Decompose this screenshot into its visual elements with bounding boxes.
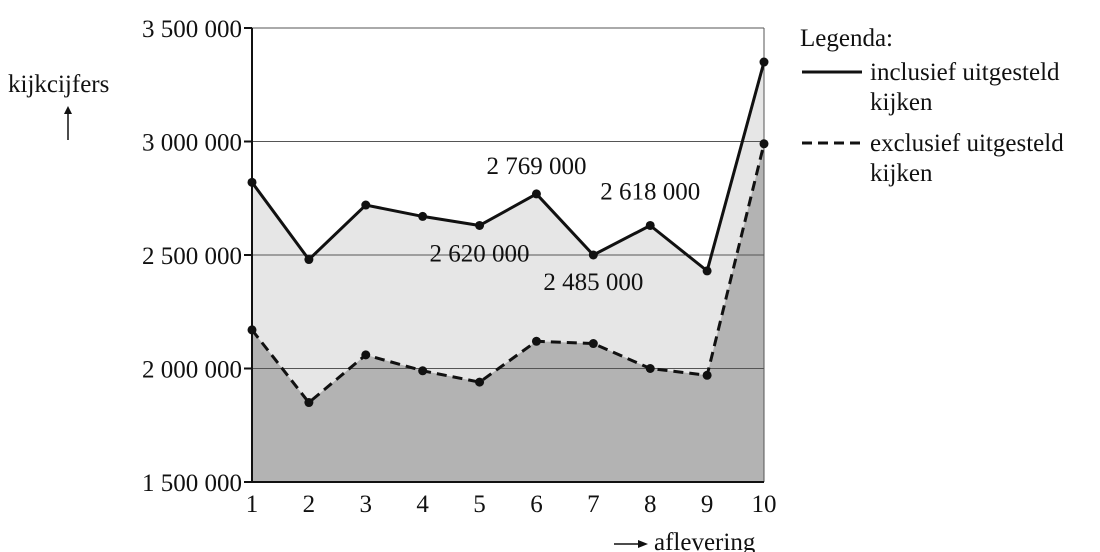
area-fills xyxy=(252,62,764,483)
point-exclusief-5 xyxy=(475,377,485,387)
x-tick-label-3: 3 xyxy=(360,491,373,518)
legend-entry-1-line2: kijken xyxy=(870,89,933,116)
series-line-exclusief xyxy=(250,143,766,405)
point-exclusief-10 xyxy=(759,139,769,149)
legend-entry-2-line2: kijken xyxy=(870,160,933,187)
data-label-0: 2 769 000 xyxy=(486,153,586,180)
annotations: 2 769 000 2 620 000 2 618 000 2 485 000 xyxy=(430,153,701,296)
axes xyxy=(244,27,764,483)
point-inclusief-1 xyxy=(247,177,257,187)
x-tick-label-10: 10 xyxy=(752,491,777,518)
series-lines xyxy=(250,61,766,405)
point-inclusief-3 xyxy=(361,200,371,210)
x-axis-title: aflevering xyxy=(654,529,756,552)
y-axis-arrow-icon xyxy=(64,106,72,114)
point-inclusief-9 xyxy=(702,266,712,276)
point-exclusief-6 xyxy=(531,336,541,346)
area-lower-fill xyxy=(252,143,764,482)
legend: Legenda: inclusief uitgesteld kijken exc… xyxy=(800,25,1064,187)
point-inclusief-5 xyxy=(475,220,485,230)
point-inclusief-10 xyxy=(759,57,769,67)
point-exclusief-7 xyxy=(588,339,598,349)
x-axis-arrow-icon xyxy=(638,540,648,548)
y-tick-label-3: 3 000 000 xyxy=(142,130,242,157)
y-tick-labels: 1 500 000 2 000 000 2 500 000 3 000 000 3 50… xyxy=(142,16,242,497)
point-inclusief-8 xyxy=(645,220,655,230)
y-axis-title: kijkcijfers xyxy=(8,71,109,98)
x-tick-label-5: 5 xyxy=(473,491,486,518)
y-tick-label-2: 2 500 000 xyxy=(142,243,242,270)
series-points xyxy=(247,57,769,408)
legend-entry-2-line1: exclusief uitgesteld xyxy=(870,130,1064,157)
x-tick-label-6: 6 xyxy=(530,491,543,518)
point-exclusief-1 xyxy=(247,325,257,335)
x-tick-label-2: 2 xyxy=(303,491,316,518)
x-tick-label-4: 4 xyxy=(416,491,429,518)
point-exclusief-2 xyxy=(304,398,314,408)
y-tick-label-0: 1 500 000 xyxy=(142,470,242,497)
point-exclusief-4 xyxy=(418,366,428,376)
data-label-3: 2 485 000 xyxy=(543,269,643,296)
point-inclusief-7 xyxy=(588,250,598,260)
series-line-inclusief xyxy=(250,61,766,273)
point-exclusief-8 xyxy=(645,364,655,373)
data-label-1: 2 620 000 xyxy=(430,240,530,267)
legend-title: Legenda: xyxy=(800,25,893,52)
point-inclusief-6 xyxy=(531,189,541,199)
legend-entry-1-line1: inclusief uitgesteld xyxy=(870,59,1060,86)
y-tick-label-1: 2 000 000 xyxy=(142,357,242,384)
point-exclusief-3 xyxy=(361,350,371,360)
x-tick-label-1: 1 xyxy=(246,491,259,518)
point-exclusief-9 xyxy=(702,370,712,380)
point-inclusief-4 xyxy=(418,211,428,221)
data-label-2: 2 618 000 xyxy=(600,178,700,205)
point-inclusief-2 xyxy=(304,255,314,265)
x-tick-labels: 1 2 3 4 5 6 7 8 9 10 xyxy=(246,491,777,518)
y-tick-label-4: 3 500 000 xyxy=(142,16,242,43)
gridlines xyxy=(252,27,765,482)
x-tick-label-7: 7 xyxy=(587,491,600,518)
x-tick-label-8: 8 xyxy=(644,491,657,518)
x-tick-label-9: 9 xyxy=(701,491,714,518)
